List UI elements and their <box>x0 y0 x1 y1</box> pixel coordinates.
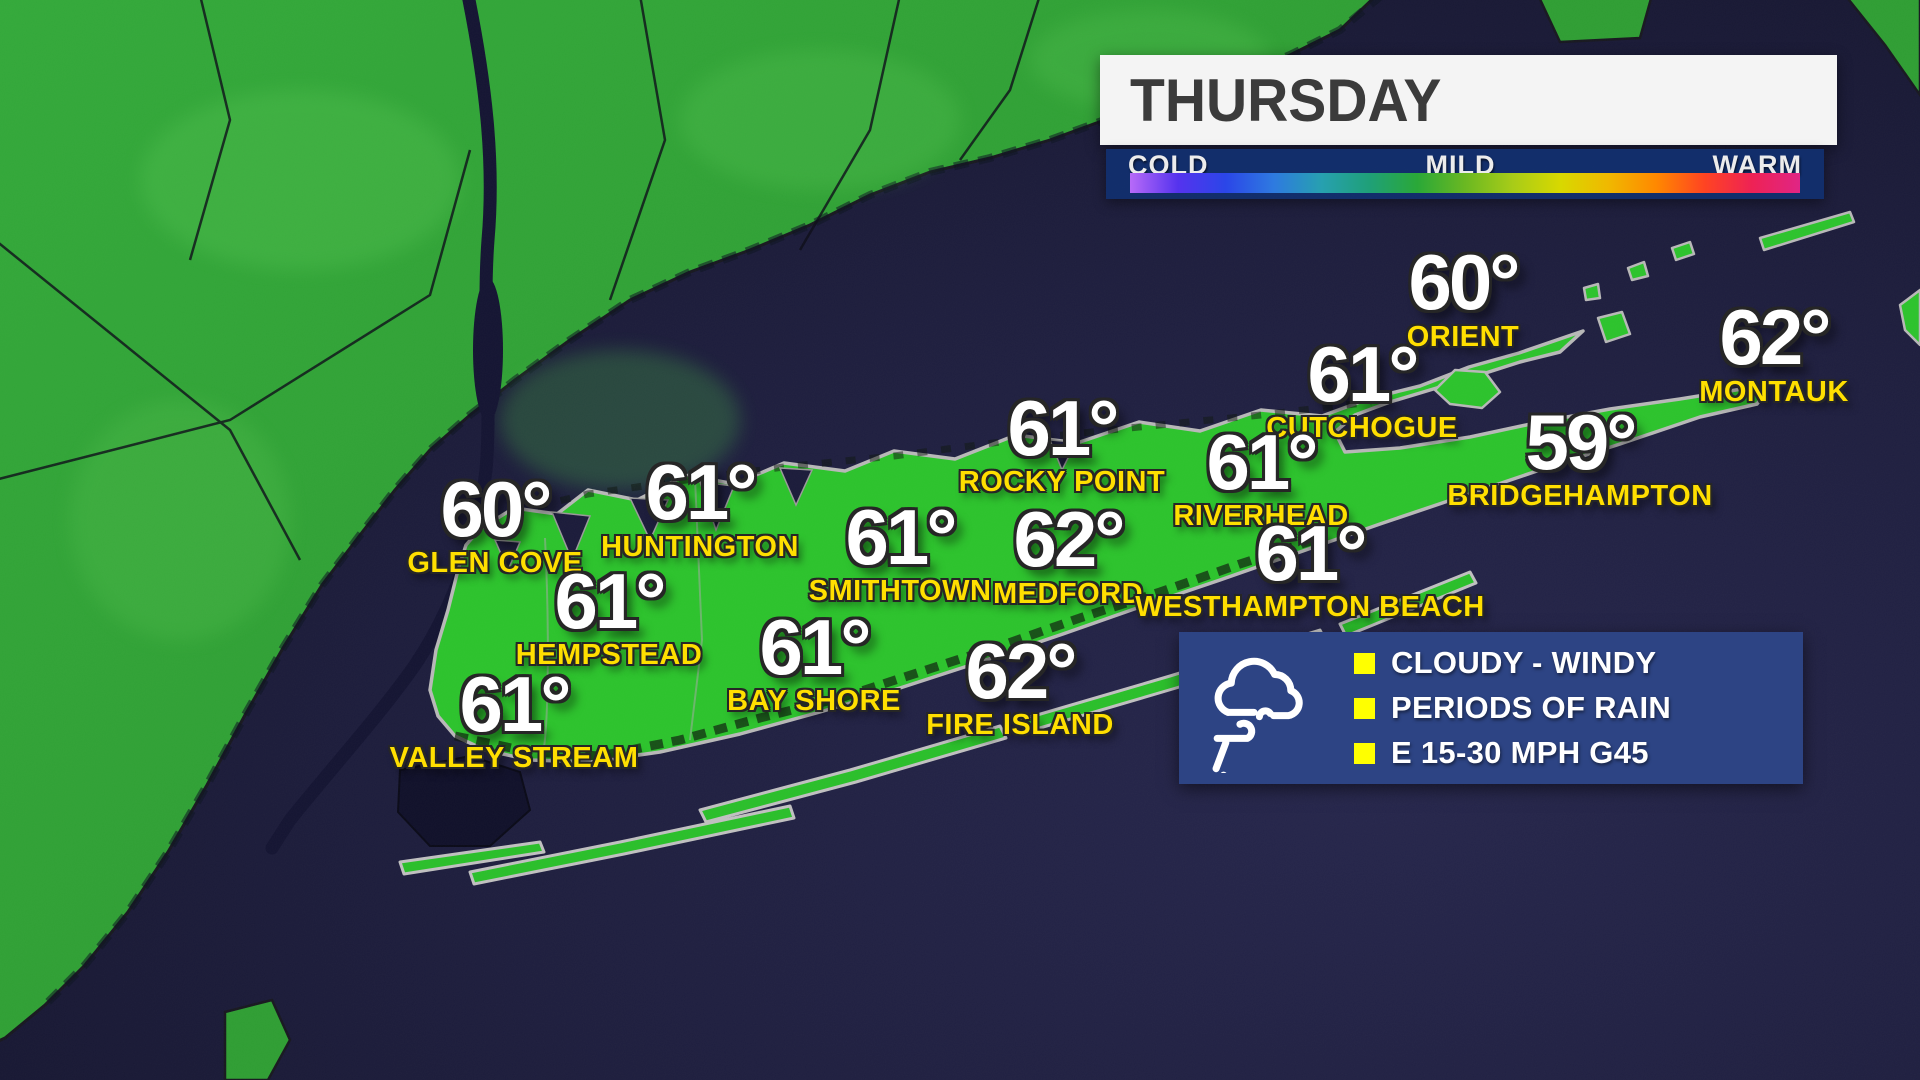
map-label-bay-shore: 61° BAY SHORE <box>727 602 901 718</box>
city-name: ORIENT <box>1406 320 1520 353</box>
map-label-fire-island: 62° FIRE ISLAND <box>926 626 1114 742</box>
day-title: THURSDAY <box>1130 66 1442 134</box>
temperature-value: 61° <box>1206 417 1319 506</box>
temperature-value: 62° <box>1719 293 1832 382</box>
map-label-cutchogue: 61° CUTCHOGUE <box>1266 329 1458 445</box>
temperature-value: 60° <box>1408 238 1521 327</box>
city-name: CUTCHOGUE <box>1266 412 1458 445</box>
city-name: RIVERHEAD <box>1173 500 1349 533</box>
bullet-square-icon <box>1354 697 1375 719</box>
temperature-scale: COLD MILD WARM <box>1106 149 1824 199</box>
condition-row: CLOUDY - WINDY <box>1354 645 1803 681</box>
map-label-valley-stream: 61° VALLEY STREAM <box>389 659 639 775</box>
condition-text: PERIODS OF RAIN <box>1391 690 1672 725</box>
city-name: WESTHAMPTON BEACH <box>1135 591 1485 624</box>
temperature-value: 61° <box>1307 329 1420 418</box>
city-name: MEDFORD <box>992 577 1144 610</box>
conditions-list: CLOUDY - WINDY PERIODS OF RAIN E 15-30 MPH… <box>1354 645 1803 771</box>
temperature-value: 61° <box>1255 508 1368 597</box>
condition-text: E 15-30 MPH G45 <box>1391 735 1649 770</box>
city-name: MONTAUK <box>1699 375 1849 408</box>
city-name: SMITHTOWN <box>808 575 992 608</box>
map-label-westhampton-beach: 61° WESTHAMPTON BEACH <box>1135 508 1485 624</box>
condition-row: E 15-30 MPH G45 <box>1354 735 1803 771</box>
map-label-bridgehampton: 59° BRIDGEHAMPTON <box>1447 397 1713 513</box>
condition-text: CLOUDY - WINDY <box>1391 645 1657 680</box>
city-name: HUNTINGTON <box>601 530 799 563</box>
temperature-value: 61° <box>554 556 667 645</box>
temperature-value: 60° <box>440 464 553 553</box>
conditions-panel: CLOUDY - WINDY PERIODS OF RAIN E 15-30 MPH… <box>1179 632 1803 784</box>
city-name: BRIDGEHAMPTON <box>1447 480 1713 513</box>
city-name: BAY SHORE <box>727 685 901 718</box>
day-title-box: THURSDAY <box>1100 55 1837 145</box>
condition-row: PERIODS OF RAIN <box>1354 690 1803 726</box>
bullet-square-icon <box>1354 652 1375 674</box>
cloud-wind-rain-icon <box>1179 643 1354 773</box>
city-name: FIRE ISLAND <box>926 709 1114 742</box>
map-label-hempstead: 61° HEMPSTEAD <box>515 556 703 672</box>
city-name: ROCKY POINT <box>958 466 1166 499</box>
bullet-square-icon <box>1354 742 1375 764</box>
temperature-gradient <box>1130 173 1800 193</box>
temperature-value: 62° <box>965 626 1078 715</box>
temperature-value: 61° <box>459 659 572 748</box>
temperature-value: 61° <box>645 448 758 537</box>
map-label-medford: 62° MEDFORD <box>992 495 1144 610</box>
city-name: GLEN COVE <box>407 547 583 580</box>
temperature-value: 62° <box>1013 495 1126 584</box>
temperature-value: 61° <box>759 602 872 691</box>
map-label-montauk: 62° MONTAUK <box>1699 293 1849 408</box>
map-label-glen-cove: 60° GLEN COVE <box>407 464 583 580</box>
map-label-rocky-point: 61° ROCKY POINT <box>958 383 1166 499</box>
map-label-huntington: 61° HUNTINGTON <box>601 448 799 563</box>
city-name: HEMPSTEAD <box>515 639 703 672</box>
map-label-riverhead: 61° RIVERHEAD <box>1173 417 1349 533</box>
map-label-smithtown: 61° SMITHTOWN <box>808 492 992 608</box>
temperature-value: 59° <box>1525 397 1638 486</box>
temperature-value: 61° <box>1007 383 1120 472</box>
city-name: VALLEY STREAM <box>389 742 639 775</box>
temperature-value: 61° <box>845 492 958 581</box>
map-label-orient: 60° ORIENT <box>1406 238 1521 353</box>
